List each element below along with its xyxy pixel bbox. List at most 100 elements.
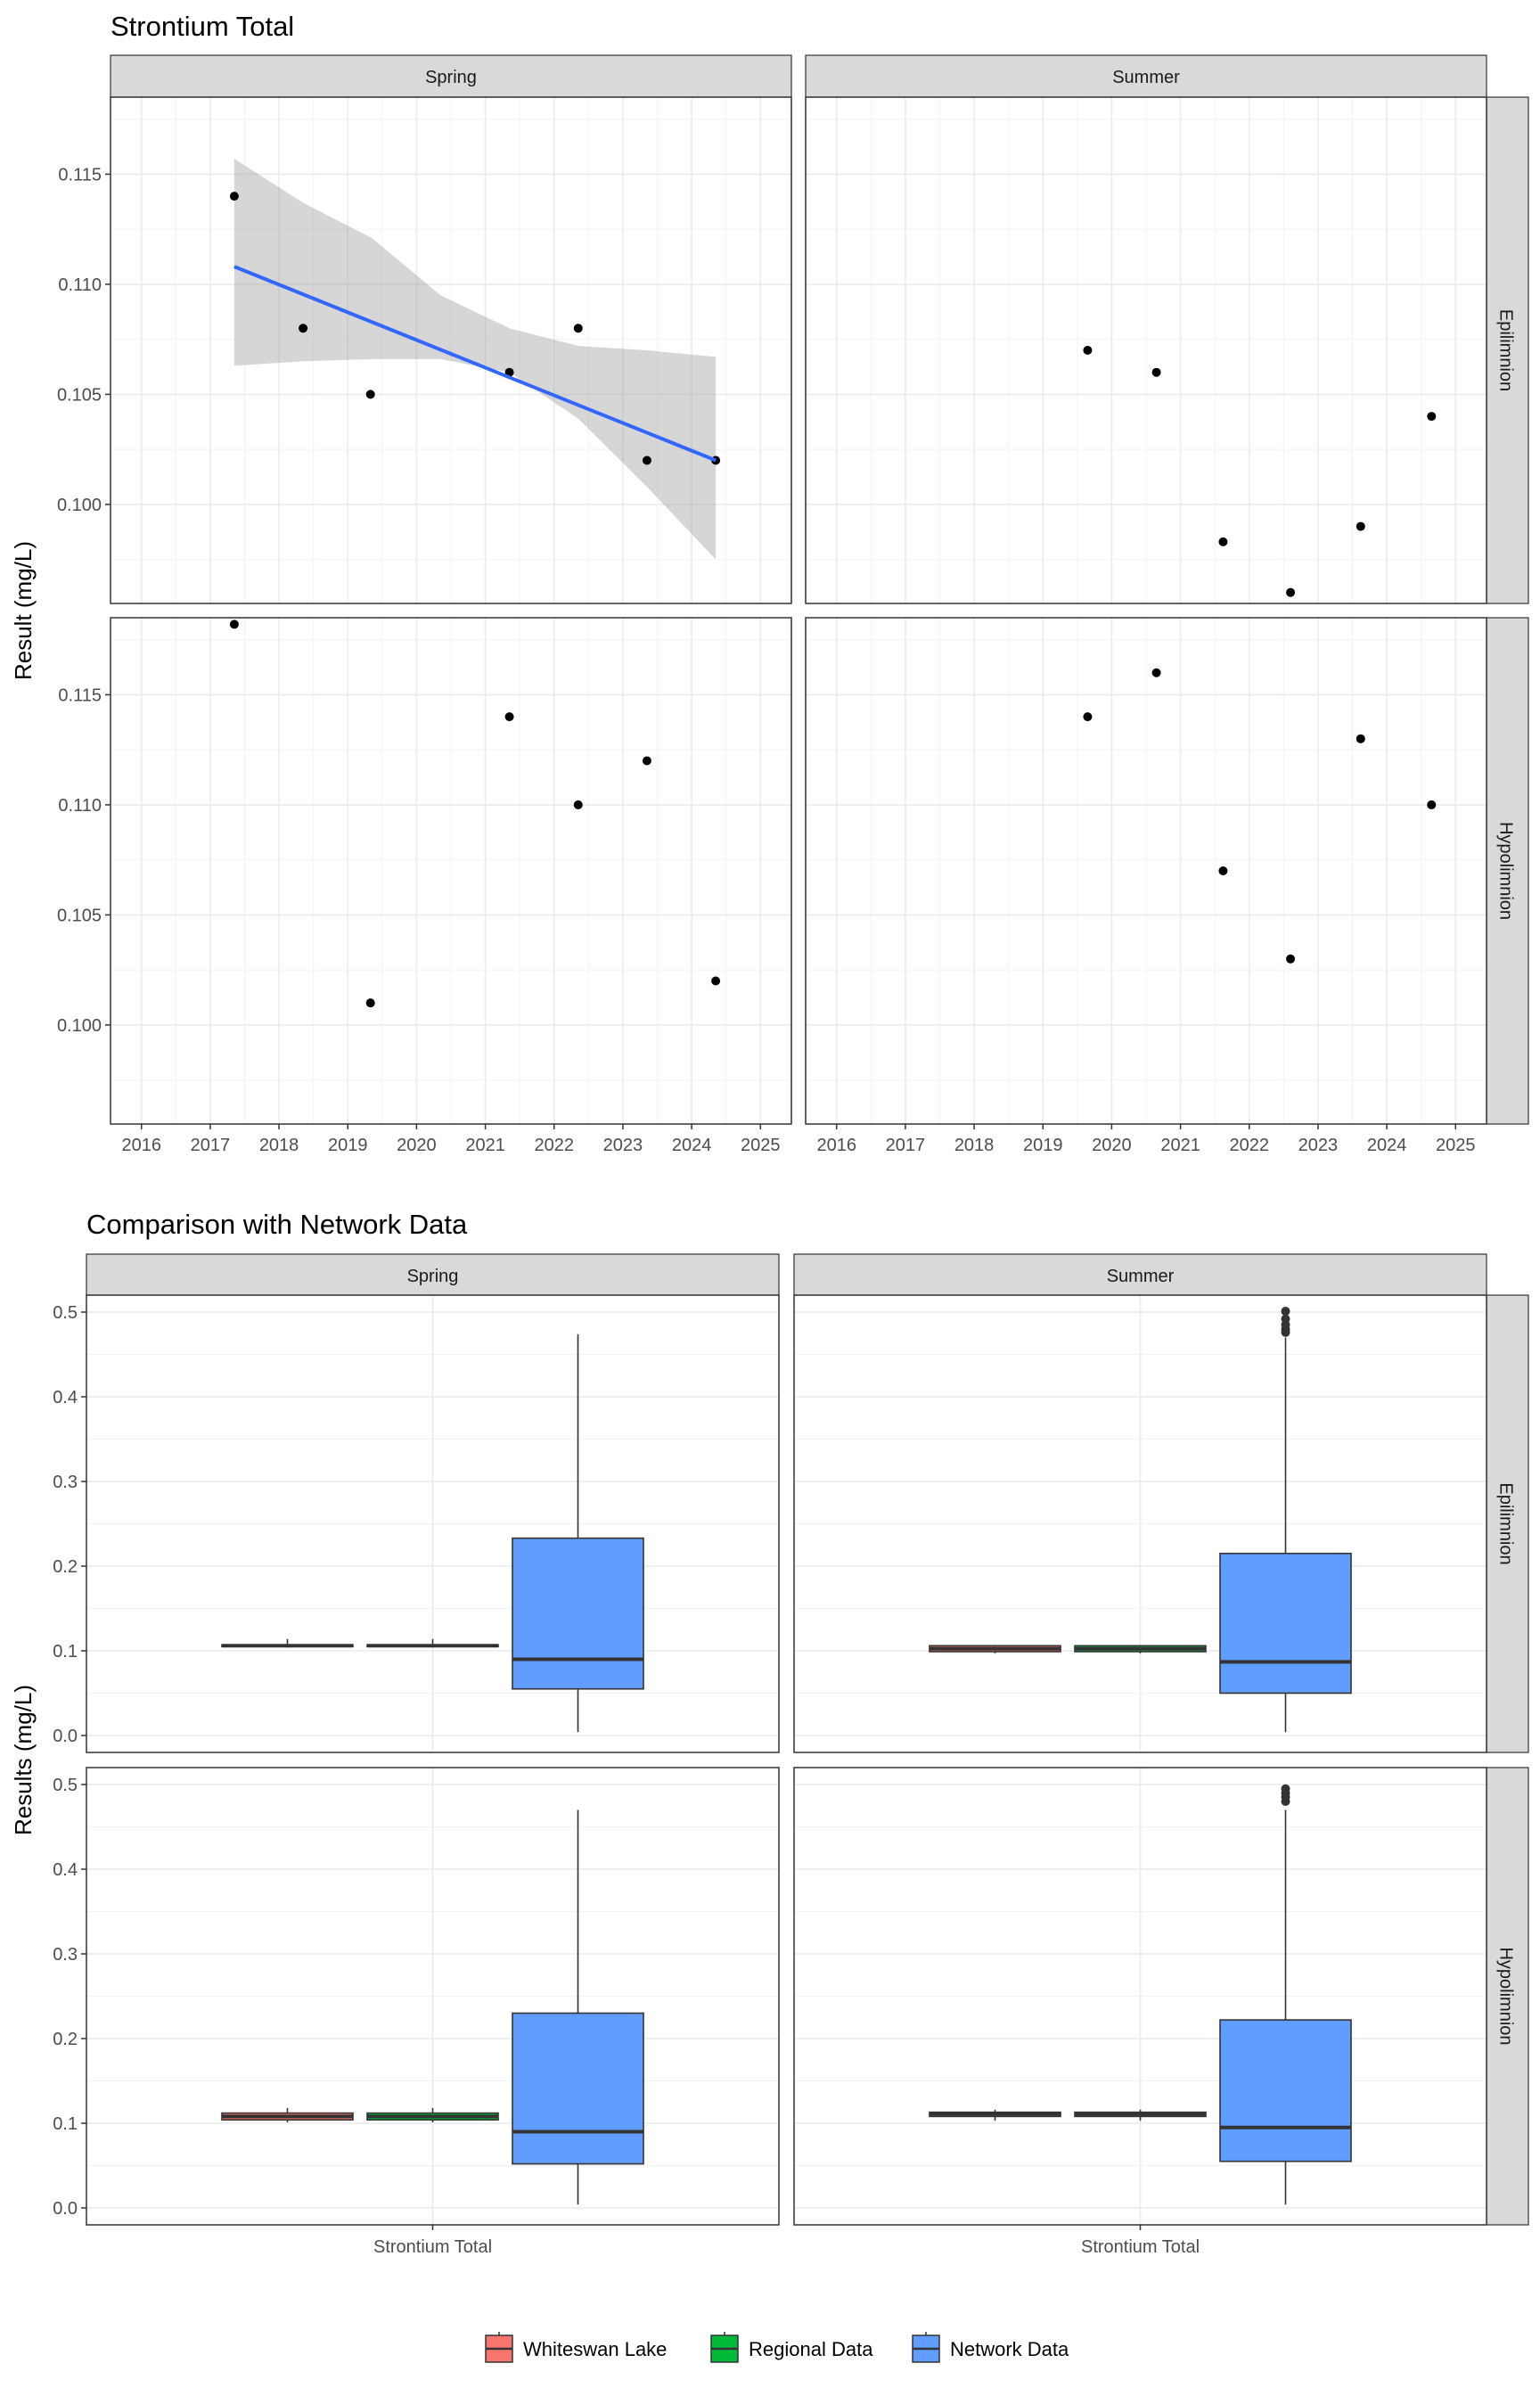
- data-point: [711, 976, 721, 986]
- data-point: [1218, 537, 1228, 546]
- outlier-point: [1281, 1307, 1290, 1317]
- panel-spring-hypolimnion: [86, 1767, 780, 2226]
- panel-border: [86, 1294, 780, 1753]
- y-tick-label: 0.0: [53, 2199, 78, 2219]
- chart-title: Comparison with Network Data: [86, 1209, 468, 1240]
- data-point: [642, 756, 651, 766]
- y-tick-label: 0.100: [57, 496, 102, 515]
- data-point: [365, 998, 375, 1008]
- data-point: [642, 455, 651, 465]
- x-tick-label: 2017: [886, 1136, 926, 1155]
- x-tick-label: 2016: [121, 1136, 161, 1155]
- panel-spring-epilimnion: [86, 1294, 780, 1753]
- data-point: [1356, 734, 1365, 743]
- trend-confidence-band: [233, 159, 717, 560]
- x-tick-label: 2020: [397, 1136, 437, 1155]
- x-tick-label: 2021: [1160, 1136, 1200, 1155]
- box-body: [512, 1537, 644, 1690]
- data-point: [1083, 712, 1093, 722]
- facet-strip-spring: [110, 54, 792, 98]
- x-tick-label: Strontium Total: [1081, 2237, 1200, 2257]
- facet-label-summer: Summer: [1107, 1267, 1175, 1286]
- y-tick-label: 0.4: [53, 1388, 78, 1407]
- panel-summer-epilimnion: [805, 96, 1487, 604]
- facet-strip-hypolimnion: [1486, 1767, 1529, 2226]
- data-point: [365, 390, 375, 399]
- panel-border: [793, 1294, 1487, 1753]
- y-axis-title: Result (mg/L): [10, 541, 37, 680]
- data-point: [299, 324, 308, 333]
- y-tick-label: 0.1: [53, 1642, 78, 1662]
- facet-label-summer: Summer: [1112, 68, 1180, 87]
- y-tick-label: 0.110: [58, 275, 102, 295]
- panel-spring-hypolimnion: [110, 617, 792, 1125]
- data-point: [573, 800, 583, 809]
- legend-item-whiteswan-lake: Whiteswan Lake: [485, 2332, 667, 2363]
- box-network-data: [1219, 1307, 1352, 1733]
- legend-item-network-data: Network Data: [912, 2332, 1069, 2363]
- box-whiteswan-lake: [929, 2109, 1061, 2121]
- box-body: [512, 2012, 644, 2165]
- data-point: [1151, 367, 1161, 377]
- box-network-data: [512, 1809, 644, 2205]
- box-regional-data: [366, 1638, 499, 1648]
- outlier-point: [1281, 1784, 1290, 1793]
- data-point: [504, 712, 514, 722]
- x-tick-label: 2017: [191, 1136, 231, 1155]
- outlier-point: [1281, 1314, 1290, 1324]
- facet-strip-hypolimnion: [1486, 617, 1529, 1125]
- box-regional-data: [1074, 1645, 1207, 1653]
- x-tick-label: 2016: [816, 1136, 856, 1155]
- y-tick-label: 0.2: [53, 2030, 78, 2049]
- y-tick-label: 0.4: [53, 1860, 78, 1880]
- y-tick-label: 0.2: [53, 1557, 78, 1577]
- data-point: [229, 620, 239, 629]
- box-whiteswan-lake: [929, 1645, 1061, 1653]
- y-tick-label: 0.115: [58, 165, 102, 185]
- panel-summer-epilimnion: [793, 1294, 1487, 1753]
- facet-strip-epilimnion: [1486, 1294, 1529, 1753]
- box-whiteswan-lake: [221, 1638, 354, 1648]
- panel-spring-epilimnion: [110, 96, 792, 604]
- y-tick-label: 0.5: [53, 1303, 78, 1323]
- data-point: [1151, 668, 1161, 677]
- box-regional-data: [366, 2107, 499, 2123]
- panel-border: [110, 617, 792, 1125]
- y-axis-title: Results (mg/L): [10, 1685, 37, 1835]
- box-regional-data: [1074, 2109, 1207, 2121]
- y-tick-label: 0.0: [53, 1727, 78, 1746]
- data-point: [573, 324, 583, 333]
- y-tick-label: 0.5: [53, 1776, 78, 1795]
- facet-strip-summer: [805, 54, 1487, 98]
- panel-border: [805, 96, 1487, 604]
- panel-border: [805, 617, 1487, 1125]
- data-point: [1427, 412, 1437, 422]
- x-tick-label: 2022: [535, 1136, 575, 1155]
- box-body: [1219, 2019, 1352, 2162]
- x-tick-label: 2022: [1230, 1136, 1270, 1155]
- legend-label: Regional Data: [749, 2338, 873, 2360]
- facet-label-epilimnion: Epilimnion: [1496, 309, 1516, 391]
- legend-label: Whiteswan Lake: [523, 2338, 667, 2360]
- x-tick-label: 2023: [1298, 1136, 1339, 1155]
- box-whiteswan-lake: [221, 2107, 354, 2123]
- box-network-data: [512, 1333, 644, 1733]
- facet-label-epilimnion: Epilimnion: [1496, 1482, 1516, 1564]
- x-tick-label: 2025: [741, 1136, 781, 1155]
- x-tick-label: 2024: [672, 1136, 712, 1155]
- y-tick-label: 0.105: [57, 906, 102, 925]
- data-point: [1083, 346, 1093, 355]
- data-point: [1218, 866, 1228, 875]
- scatter-chart: Strontium Total Spring Summer Epilimnion Hyp…: [10, 11, 1529, 1155]
- y-tick-label: 0.115: [58, 685, 102, 705]
- data-point: [1286, 587, 1296, 597]
- x-tick-label: 2018: [259, 1136, 299, 1155]
- x-tick-label: 2018: [954, 1136, 995, 1155]
- facet-strip-epilimnion: [1486, 96, 1529, 604]
- panel-summer-hypolimnion: [793, 1767, 1487, 2226]
- panel-summer-hypolimnion: [805, 617, 1487, 1125]
- x-tick-label: 2023: [603, 1136, 643, 1155]
- facet-label-spring: Spring: [407, 1267, 459, 1286]
- y-tick-label: 0.3: [53, 1945, 78, 1965]
